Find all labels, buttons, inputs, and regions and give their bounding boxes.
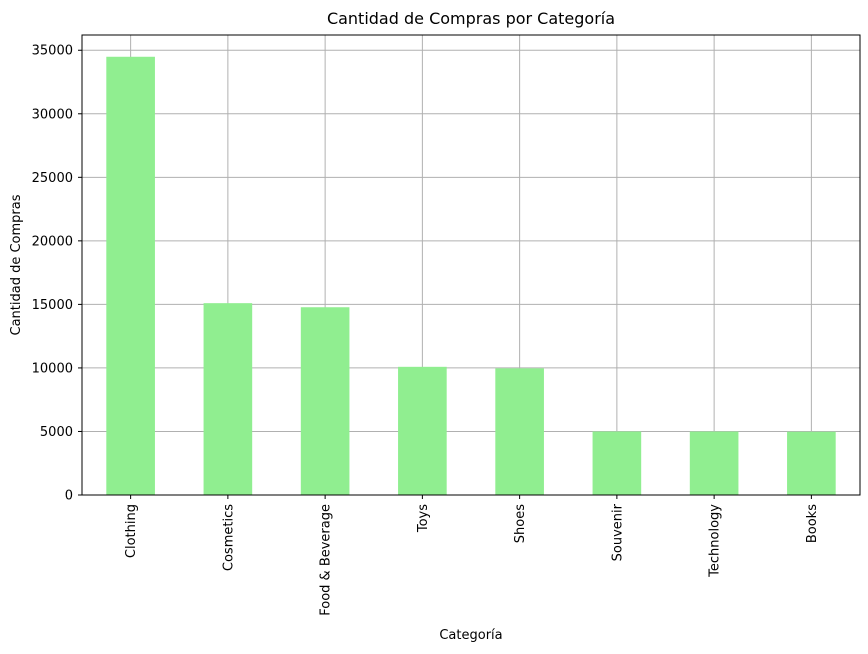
tick-layer: 0 5000 10000 15000 20000 25000 30000 35000 Cloth… bbox=[32, 44, 820, 616]
bar-technology bbox=[689, 431, 739, 495]
x-tick-label: Shoes bbox=[513, 504, 528, 543]
bar-layer bbox=[106, 56, 836, 496]
y-tick-label: 25000 bbox=[32, 171, 73, 186]
y-axis-label: Cantidad de Compras bbox=[9, 194, 24, 335]
x-tick-label: Cosmetics bbox=[221, 504, 236, 571]
plot-frame bbox=[81, 34, 861, 496]
x-tick-label: Toys bbox=[416, 504, 431, 533]
y-tick-label: 30000 bbox=[32, 107, 73, 122]
bar-clothing bbox=[106, 56, 155, 496]
y-tick-label: 35000 bbox=[32, 44, 73, 59]
bar-books bbox=[787, 431, 836, 495]
x-tick-label: Food & Beverage bbox=[319, 504, 334, 616]
chart-title: Cantidad de Compras por Categoría bbox=[327, 9, 615, 28]
y-tick-label: 15000 bbox=[32, 298, 73, 313]
x-tick-label: Souvenir bbox=[610, 503, 625, 561]
y-tick-label: 20000 bbox=[32, 234, 73, 249]
x-axis-label: Categoría bbox=[439, 628, 502, 643]
bar-souvenir bbox=[592, 431, 642, 495]
x-tick-label: Books bbox=[805, 504, 820, 543]
x-tick-label: Technology bbox=[708, 504, 723, 578]
bar-shoes bbox=[495, 368, 544, 495]
axis-layer bbox=[81, 34, 861, 496]
x-tick-label: Clothing bbox=[124, 504, 139, 558]
bar-food-beverage bbox=[300, 307, 350, 495]
y-tick-label: 0 bbox=[65, 489, 73, 504]
bar-cosmetics bbox=[203, 303, 253, 495]
y-tick-label: 5000 bbox=[40, 425, 73, 440]
bar-toys bbox=[398, 366, 447, 495]
y-tick-label: 10000 bbox=[32, 361, 73, 376]
